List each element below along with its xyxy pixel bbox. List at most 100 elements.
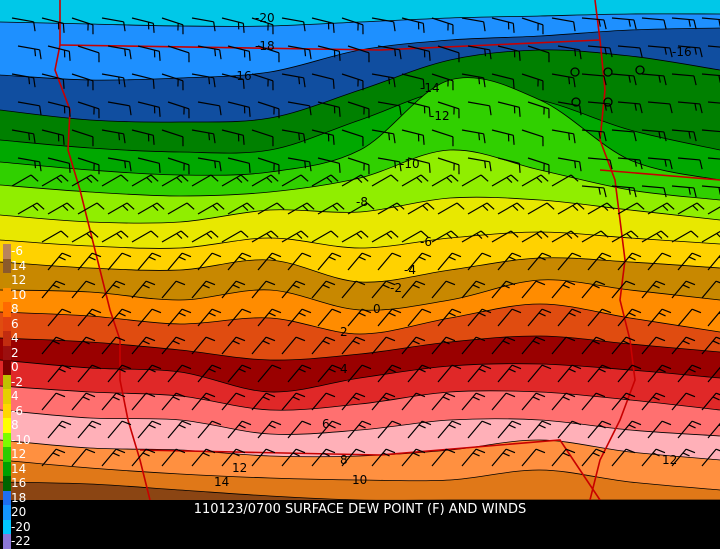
wind-barb <box>341 448 366 467</box>
calm-wind-circle <box>603 97 613 107</box>
wind-barb <box>287 45 312 60</box>
wind-barb <box>71 230 99 243</box>
wind-barb <box>371 336 396 355</box>
wind-barb <box>221 448 246 467</box>
wind-barb <box>521 448 546 467</box>
wind-barb <box>401 448 426 467</box>
wind-barb <box>587 364 612 383</box>
calm-wind-circle <box>571 97 581 107</box>
wind-barb <box>521 392 546 411</box>
wind-barb <box>161 73 184 91</box>
wind-barb <box>491 280 516 299</box>
legend-entry: 12 <box>3 447 39 462</box>
wind-barb <box>347 101 370 119</box>
wind-barb <box>407 45 431 61</box>
legend-swatch <box>3 360 11 375</box>
wind-barb <box>677 101 703 114</box>
wind-barb <box>647 420 672 439</box>
wind-barb <box>371 17 396 32</box>
wind-barb <box>17 202 45 215</box>
wind-barb <box>647 308 672 327</box>
wind-barb <box>317 45 341 61</box>
wind-barb <box>401 129 425 145</box>
wind-barb <box>281 392 306 411</box>
legend-label: 14 <box>11 258 27 273</box>
wind-barb <box>461 392 486 411</box>
wind-barb <box>491 174 519 187</box>
wind-barb <box>41 280 66 299</box>
wind-barb <box>401 336 426 355</box>
wind-barb <box>197 45 222 60</box>
contour-label: 0 <box>373 302 381 316</box>
wind-barb <box>437 202 465 215</box>
contour-line <box>0 149 720 201</box>
wind-barb <box>137 202 165 215</box>
legend-entry: 0 <box>3 360 39 375</box>
wind-barb <box>557 157 582 172</box>
wind-barb <box>17 157 42 172</box>
legend-entry: 4 <box>3 331 39 346</box>
wind-barb <box>281 336 306 355</box>
wind-barb <box>641 336 666 355</box>
wind-barb <box>431 17 454 35</box>
wind-barb <box>287 202 315 215</box>
wind-barb <box>671 392 696 411</box>
legend-swatch <box>3 258 11 273</box>
wind-barb <box>491 73 515 89</box>
wind-barb <box>707 45 720 49</box>
wind-barb <box>137 420 162 439</box>
wind-barb <box>551 129 576 144</box>
legend-entry: 12 <box>3 273 39 288</box>
wind-barb <box>527 364 552 383</box>
legend-swatch <box>3 273 11 288</box>
wind-barb <box>71 280 96 299</box>
legend-entry: -2 <box>3 374 39 389</box>
wind-barb <box>221 73 245 89</box>
wind-barb <box>101 17 126 32</box>
wind-barb <box>107 420 132 439</box>
wind-barb <box>227 45 251 61</box>
wind-barb <box>587 308 612 327</box>
wind-barb <box>221 280 246 299</box>
wind-barb <box>161 392 186 411</box>
wind-barb <box>671 448 696 467</box>
wind-barb <box>311 230 339 243</box>
contour-label: 14 <box>214 475 229 489</box>
wind-barb <box>377 45 402 60</box>
wind-barb <box>311 336 336 355</box>
wind-barb <box>251 129 274 147</box>
wind-barb <box>701 230 720 243</box>
wind-barb <box>311 280 336 299</box>
contour-label: 8 <box>340 453 348 467</box>
wind-barb <box>287 308 312 327</box>
legend-entry: 8 <box>3 418 39 433</box>
wind-barb <box>551 17 576 32</box>
wind-barb <box>191 230 219 243</box>
legend-swatch <box>3 519 11 534</box>
legend-label: 4 <box>11 331 19 345</box>
wind-barb <box>131 230 159 243</box>
wind-barb <box>251 230 279 243</box>
wind-barb <box>617 101 643 114</box>
wind-barb <box>137 45 161 61</box>
wind-barb <box>71 174 99 187</box>
wind-barb <box>611 392 636 411</box>
wind-barb <box>281 17 306 32</box>
wind-barb <box>101 73 126 88</box>
wind-barb <box>431 73 454 91</box>
legend-entry: -20 <box>3 519 39 534</box>
wind-barb <box>191 280 216 299</box>
wind-barb <box>197 202 225 215</box>
state-border <box>599 169 720 181</box>
wind-barb <box>521 336 546 355</box>
wind-barb <box>131 17 155 33</box>
wind-barb <box>251 73 274 91</box>
wind-barb <box>617 420 642 439</box>
wind-barb <box>587 45 613 58</box>
wind-barb <box>557 420 582 439</box>
wind-barb <box>191 17 216 32</box>
wind-barb <box>311 174 339 187</box>
wind-barb <box>587 252 612 271</box>
wind-barb <box>497 308 522 327</box>
wind-barb <box>191 129 216 144</box>
